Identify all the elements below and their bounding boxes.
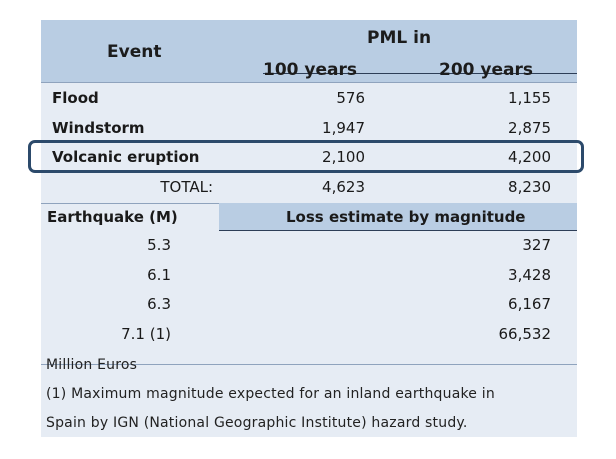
magnitude-value: 6.1	[147, 266, 171, 284]
row-volcanic-label: Volcanic eruption	[52, 148, 200, 166]
row-flood-200: 1,155	[508, 89, 551, 107]
event-column-header: Event	[107, 42, 162, 62]
volcanic-row-highlight	[28, 140, 584, 173]
loss-value: 327	[522, 236, 551, 254]
header-separator	[41, 82, 577, 83]
magnitude-value: 6.3	[147, 295, 171, 313]
row-flood-label: Flood	[52, 89, 99, 107]
loss-value: 66,532	[498, 325, 552, 343]
row-windstorm-100: 1,947	[322, 119, 365, 137]
units-note: Million Euros	[46, 357, 138, 373]
pml-header: PML in	[367, 28, 432, 48]
magnitude-value: 5.3	[147, 236, 171, 254]
pml-table: Event PML in 100 years 200 years Flood 5…	[41, 20, 577, 437]
total-200: 8,230	[508, 178, 551, 196]
loss-value: 6,167	[508, 295, 551, 313]
loss-header-underline	[219, 230, 577, 231]
footnote-line-1: (1) Maximum magnitude expected for an in…	[46, 386, 495, 402]
row-flood-100: 576	[336, 89, 365, 107]
total-label: TOTAL:	[160, 178, 213, 196]
loss-header-band	[219, 203, 577, 231]
row-volcanic-200: 4,200	[508, 148, 551, 166]
header-band	[41, 20, 577, 82]
notes-separator	[41, 364, 577, 365]
earthquake-header: Earthquake (M)	[47, 208, 178, 226]
total-100: 4,623	[322, 178, 365, 196]
pml-underline	[263, 73, 577, 74]
footnote-line-2: Spain by IGN (National Geographic Instit…	[46, 415, 468, 431]
loss-value: 3,428	[508, 266, 551, 284]
magnitude-value: 7.1 (1)	[121, 325, 171, 343]
row-windstorm-label: Windstorm	[52, 119, 145, 137]
row-volcanic-100: 2,100	[322, 148, 365, 166]
loss-estimate-header: Loss estimate by magnitude	[286, 208, 526, 226]
row-windstorm-200: 2,875	[508, 119, 551, 137]
col-100-years-header: 100 years	[263, 60, 357, 80]
col-200-years-header: 200 years	[439, 60, 533, 80]
